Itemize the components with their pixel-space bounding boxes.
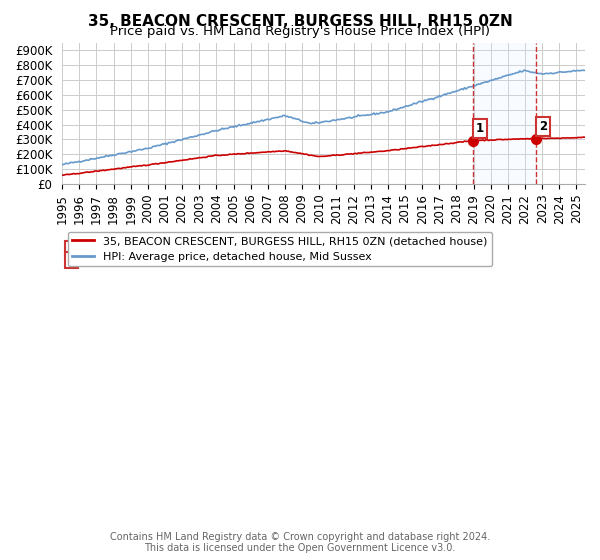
Text: 57% ↓ HPI: 57% ↓ HPI <box>376 255 436 265</box>
Text: Price paid vs. HM Land Registry's House Price Index (HPI): Price paid vs. HM Land Registry's House … <box>110 25 490 38</box>
Text: 35, BEACON CRESCENT, BURGESS HILL, RH15 0ZN: 35, BEACON CRESCENT, BURGESS HILL, RH15 … <box>88 14 512 29</box>
Text: 2: 2 <box>67 255 75 265</box>
Text: Contains HM Land Registry data © Crown copyright and database right 2024.
This d: Contains HM Land Registry data © Crown c… <box>110 531 490 553</box>
Bar <box>473 43 536 184</box>
Text: 21-DEC-2018: 21-DEC-2018 <box>115 244 188 254</box>
Text: 1: 1 <box>67 244 75 254</box>
Text: 51% ↓ HPI: 51% ↓ HPI <box>376 244 435 254</box>
Text: £305,000: £305,000 <box>261 255 313 265</box>
Text: 2: 2 <box>539 120 547 133</box>
Text: 1: 1 <box>476 122 484 134</box>
Text: 26-AUG-2022: 26-AUG-2022 <box>115 255 189 265</box>
Legend: 35, BEACON CRESCENT, BURGESS HILL, RH15 0ZN (detached house), HPI: Average price: 35, BEACON CRESCENT, BURGESS HILL, RH15 … <box>68 232 492 266</box>
Text: £292,500: £292,500 <box>261 244 314 254</box>
